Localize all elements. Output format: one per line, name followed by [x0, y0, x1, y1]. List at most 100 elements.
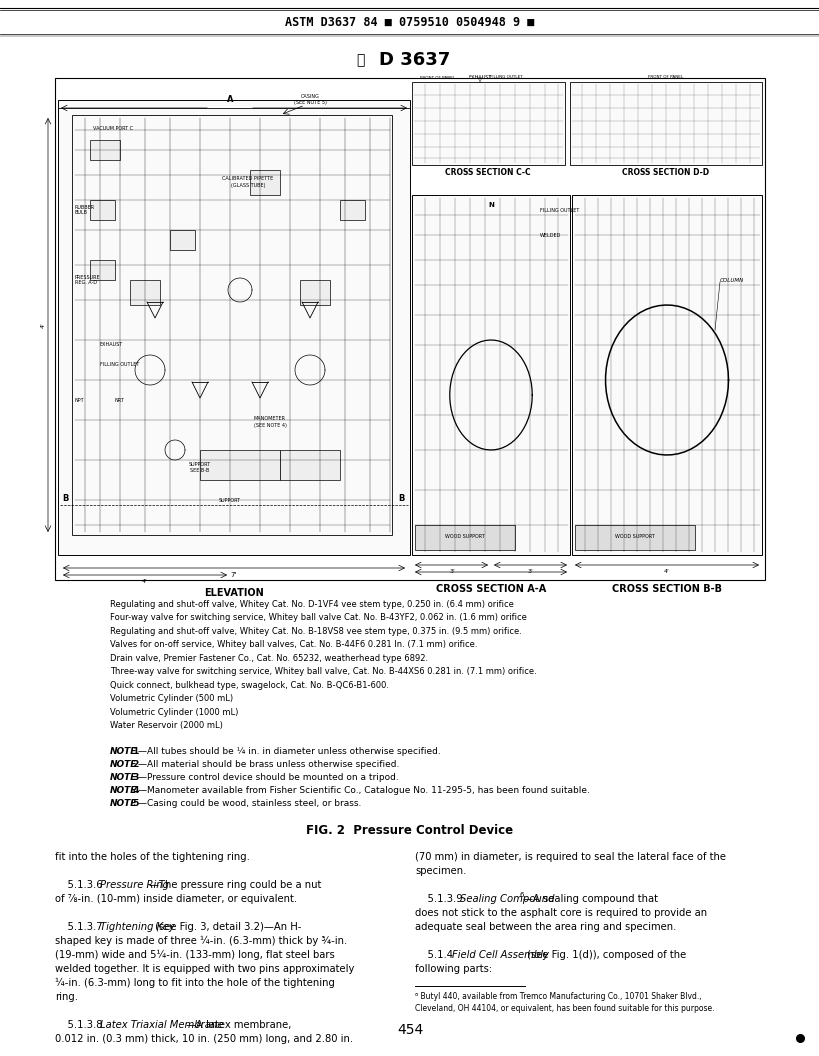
Text: (70 mm) in diameter, is required to seal the lateral face of the: (70 mm) in diameter, is required to seal…	[414, 852, 725, 862]
Text: Cleveland, OH 44104, or equivalent, has been found suitable for this purpose.: Cleveland, OH 44104, or equivalent, has …	[414, 1004, 713, 1013]
Text: ⁶ Butyl 440, available from Tremco Manufacturing Co., 10701 Shaker Blvd.,: ⁶ Butyl 440, available from Tremco Manuf…	[414, 992, 701, 1001]
Text: 4': 4'	[40, 322, 45, 328]
Text: Pressure Ring: Pressure Ring	[100, 880, 169, 890]
Bar	[170, 230, 195, 250]
Text: 3': 3'	[527, 569, 532, 574]
Text: does not stick to the asphalt core is required to provide an: does not stick to the asphalt core is re…	[414, 908, 706, 918]
Text: PRESSURE
REG. A-D: PRESSURE REG. A-D	[75, 275, 101, 285]
Text: ASTM D3637 84 ■ 0759510 0504948 9 ■: ASTM D3637 84 ■ 0759510 0504948 9 ■	[285, 16, 534, 29]
Text: CROSS SECTION B-B: CROSS SECTION B-B	[611, 584, 721, 593]
Text: 1: 1	[130, 747, 139, 756]
Text: Tightening Key: Tightening Key	[100, 922, 174, 932]
Bar	[130, 280, 160, 305]
Text: (SEE NOTE 5): (SEE NOTE 5)	[293, 99, 326, 105]
Text: specimen.: specimen.	[414, 866, 466, 876]
Text: WOOD SUPPORT: WOOD SUPPORT	[614, 534, 654, 540]
Bar	[279, 450, 340, 480]
Text: RUBBER
BULB: RUBBER BULB	[75, 205, 95, 215]
Text: MANOMETER: MANOMETER	[254, 415, 286, 420]
Text: 2: 2	[130, 760, 139, 769]
Text: WELDED: WELDED	[540, 232, 561, 238]
Text: —A sealing compound that: —A sealing compound that	[523, 894, 658, 904]
Bar	[90, 260, 115, 280]
Text: Drain valve, Premier Fastener Co., Cat. No. 65232, weatherhead type 6892.: Drain valve, Premier Fastener Co., Cat. …	[110, 654, 428, 663]
Text: FILLING OUTLET: FILLING OUTLET	[540, 207, 579, 212]
Bar	[411, 195, 569, 555]
Text: VACUUM PORT C: VACUUM PORT C	[93, 126, 133, 131]
Text: 454: 454	[396, 1023, 423, 1037]
Text: SEE B-B: SEE B-B	[190, 469, 210, 473]
Text: —Casing could be wood, stainless steel, or brass.: —Casing could be wood, stainless steel, …	[138, 799, 361, 808]
Text: ring.: ring.	[55, 992, 78, 1002]
Text: —The pressure ring could be a nut: —The pressure ring could be a nut	[148, 880, 320, 890]
Text: Regulating and shut-off valve, Whitey Cat. No. B-18VS8 vee stem type, 0.375 in. : Regulating and shut-off valve, Whitey Ca…	[110, 627, 521, 636]
Text: NOTE: NOTE	[110, 773, 138, 782]
Text: 5.1.4: 5.1.4	[414, 950, 455, 960]
Bar	[569, 82, 761, 165]
Bar	[411, 82, 564, 165]
Text: NPT: NPT	[75, 397, 84, 402]
Text: —A latex membrane,: —A latex membrane,	[186, 1020, 291, 1030]
Text: CALIBRATED PIPETTE: CALIBRATED PIPETTE	[222, 175, 274, 181]
Text: 4': 4'	[663, 569, 669, 574]
Bar	[572, 195, 761, 555]
Text: —All tubes should be ¼ in. in diameter unless otherwise specified.: —All tubes should be ¼ in. in diameter u…	[138, 747, 441, 756]
Text: CROSS SECTION A-A: CROSS SECTION A-A	[436, 584, 545, 593]
Text: N: N	[487, 202, 493, 208]
Text: shaped key is made of three ¼-in. (6.3-mm) thick by ¾-in.: shaped key is made of three ¼-in. (6.3-m…	[55, 936, 346, 946]
Bar	[414, 525, 514, 550]
Text: B: B	[398, 494, 405, 503]
Text: 3': 3'	[449, 569, 455, 574]
Text: Field Cell Assembly: Field Cell Assembly	[452, 950, 549, 960]
Text: COLUMN: COLUMN	[719, 278, 744, 283]
Text: FIG. 2  Pressure Control Device: FIG. 2 Pressure Control Device	[306, 824, 513, 837]
Text: FRONT OF PANEL: FRONT OF PANEL	[648, 75, 683, 79]
Text: NOTE: NOTE	[110, 786, 138, 795]
Text: of ⅞-in. (10-mm) inside diameter, or equivalent.: of ⅞-in. (10-mm) inside diameter, or equ…	[55, 894, 296, 904]
Text: A: A	[227, 95, 233, 103]
Text: 7': 7'	[230, 572, 237, 578]
Text: FILLING OUTLET: FILLING OUTLET	[100, 362, 139, 367]
Text: 3: 3	[130, 773, 139, 782]
Bar	[90, 200, 115, 220]
Text: 5.1.3.6: 5.1.3.6	[55, 880, 106, 890]
Text: NRT: NRT	[115, 397, 124, 402]
Text: CASING: CASING	[301, 94, 319, 98]
Bar	[200, 450, 279, 480]
Text: EXHAUST: EXHAUST	[100, 342, 123, 347]
Text: SUPPORT: SUPPORT	[188, 463, 210, 468]
Bar	[250, 170, 279, 195]
Text: NOTE: NOTE	[110, 799, 138, 808]
Text: 0.012 in. (0.3 mm) thick, 10 in. (250 mm) long, and 2.80 in.: 0.012 in. (0.3 mm) thick, 10 in. (250 mm…	[55, 1034, 353, 1044]
Text: SUPPORT: SUPPORT	[219, 498, 241, 503]
Text: Valves for on-off service, Whitey ball valves, Cat. No. B-44F6 0.281 In. (7.1 mm: Valves for on-off service, Whitey ball v…	[110, 641, 477, 649]
Text: Quick connect, bulkhead type, swagelock, Cat. No. B-QC6-B1-600.: Quick connect, bulkhead type, swagelock,…	[110, 681, 388, 690]
Text: NOTE: NOTE	[110, 760, 138, 769]
Text: CROSS SECTION C-C: CROSS SECTION C-C	[445, 168, 530, 177]
Text: 4': 4'	[142, 579, 147, 584]
Text: Four-way valve for switching service, Whitey ball valve Cat. No. B-43YF2, 0.062 : Four-way valve for switching service, Wh…	[110, 614, 527, 622]
Text: Three-way valve for switching service, Whitey ball valve, Cat. No. B-44XS6 0.281: Three-way valve for switching service, W…	[110, 667, 536, 677]
Text: FILLING OUTLET: FILLING OUTLET	[490, 75, 523, 79]
Text: ¼-in. (6.3-mm) long to fit into the hole of the tightening: ¼-in. (6.3-mm) long to fit into the hole…	[55, 978, 334, 988]
Text: D 3637: D 3637	[379, 51, 450, 69]
Bar	[72, 115, 391, 535]
Text: welded together. It is equipped with two pins approximately: welded together. It is equipped with two…	[55, 964, 354, 974]
Text: FRONT OF PANEL: FRONT OF PANEL	[419, 76, 455, 80]
Text: —All material should be brass unless otherwise specified.: —All material should be brass unless oth…	[138, 760, 399, 769]
Bar	[90, 140, 120, 161]
Bar	[340, 200, 364, 220]
Bar	[300, 280, 329, 305]
Text: (GLASS TUBE): (GLASS TUBE)	[230, 183, 265, 188]
Text: Ⓢ: Ⓢ	[355, 53, 364, 67]
Text: B: B	[62, 494, 68, 503]
Text: Volumetric Cylinder (1000 mL): Volumetric Cylinder (1000 mL)	[110, 708, 238, 717]
Text: 6: 6	[519, 892, 523, 898]
Bar	[574, 525, 695, 550]
Text: Water Reservoir (2000 mL): Water Reservoir (2000 mL)	[110, 721, 223, 731]
Text: 5.1.3.8: 5.1.3.8	[55, 1020, 106, 1030]
Bar	[55, 78, 764, 580]
Text: (SEE NOTE 4): (SEE NOTE 4)	[253, 422, 286, 428]
Text: NOTE: NOTE	[110, 747, 138, 756]
Text: (see Fig. 3, detail 3.2)—An H-: (see Fig. 3, detail 3.2)—An H-	[152, 922, 301, 932]
